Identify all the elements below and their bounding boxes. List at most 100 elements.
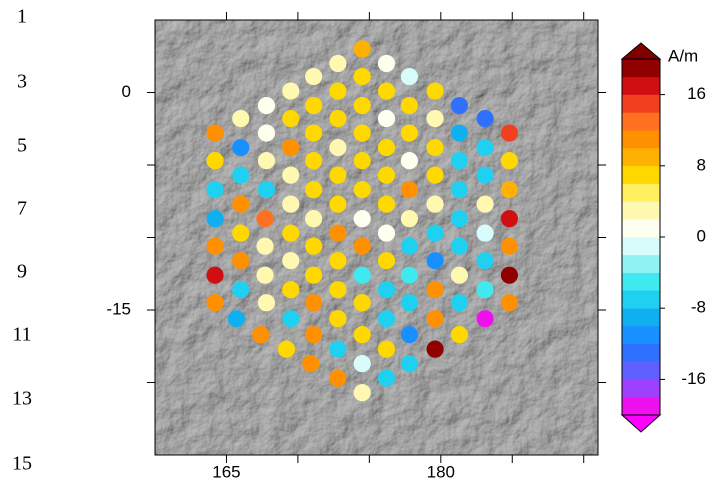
magnetization-point	[354, 294, 371, 311]
magnetization-point	[401, 267, 418, 284]
magnetization-point	[206, 125, 223, 142]
magnetization-point	[501, 152, 518, 169]
magnetization-point	[501, 238, 518, 255]
colorbar-tick-label: 8	[697, 155, 706, 174]
magnetization-point	[426, 341, 443, 358]
magnetization-point	[252, 326, 269, 343]
magnetization-point	[451, 294, 468, 311]
magnetization-point	[401, 68, 418, 85]
line-number: 13	[12, 388, 32, 410]
colorbar-under	[622, 415, 660, 432]
magnetization-point	[354, 267, 371, 284]
colorbar-band	[622, 397, 660, 415]
magnetization-point	[401, 152, 418, 169]
magnetization-point	[378, 110, 395, 127]
magnetization-point	[378, 281, 395, 298]
colorbar-band	[622, 112, 660, 130]
magnetization-point	[282, 281, 299, 298]
line-number: 5	[17, 135, 27, 157]
magnetization-point	[305, 97, 322, 114]
magnetization-point	[401, 238, 418, 255]
magnetization-point	[354, 40, 371, 57]
magnetization-point	[256, 267, 273, 284]
colorbar-band	[622, 130, 660, 148]
magnetization-point	[206, 294, 223, 311]
magnetization-point	[206, 238, 223, 255]
magnetization-point	[232, 110, 249, 127]
magnetization-point	[329, 225, 346, 242]
magnetization-point	[401, 210, 418, 227]
magnetization-point	[477, 110, 494, 127]
magnetization-point	[378, 370, 395, 387]
colorbar-band	[622, 219, 660, 237]
magnetization-point	[451, 238, 468, 255]
magnetization-point	[354, 210, 371, 227]
line-number: 11	[12, 324, 31, 346]
magnetization-point	[305, 152, 322, 169]
magnetization-point	[354, 355, 371, 372]
colorbar-band	[622, 237, 660, 255]
magnetization-point	[329, 196, 346, 213]
magnetization-point	[451, 267, 468, 284]
magnetization-point	[378, 82, 395, 99]
magnetization-point	[305, 267, 322, 284]
magnetization-point	[477, 167, 494, 184]
magnetization-point	[451, 326, 468, 343]
magnetization-point	[354, 326, 371, 343]
magnetization-point	[426, 82, 443, 99]
magnetization-point	[451, 97, 468, 114]
magnetization-point	[501, 181, 518, 198]
magnetization-point	[232, 252, 249, 269]
magnetization-point	[378, 252, 395, 269]
magnetization-point	[426, 252, 443, 269]
magnetization-point	[282, 139, 299, 156]
magnetization-point	[477, 252, 494, 269]
magnetization-point	[378, 139, 395, 156]
magnetization-point	[329, 310, 346, 327]
magnetization-point	[256, 210, 273, 227]
magnetization-point	[354, 238, 371, 255]
magnetization-point	[354, 384, 371, 401]
magnetization-point	[451, 125, 468, 142]
colorbar-band	[622, 379, 660, 397]
colorbar-band	[622, 255, 660, 273]
magnetization-point	[354, 125, 371, 142]
magnetization-point	[256, 238, 273, 255]
magnetization-point	[206, 152, 223, 169]
magnetization-point	[401, 97, 418, 114]
magnetization-point	[258, 125, 275, 142]
colorbar-tick-label: 16	[687, 84, 706, 103]
colorbar-tick-label: -16	[681, 369, 706, 388]
magnetization-point	[354, 68, 371, 85]
magnetization-point	[305, 294, 322, 311]
magnetization-point	[477, 139, 494, 156]
magnetization-point	[305, 181, 322, 198]
magnetization-point	[282, 167, 299, 184]
magnetization-point	[501, 210, 518, 227]
colorbar-tick-label: 0	[697, 226, 706, 245]
magnetization-point	[477, 310, 494, 327]
magnetization-point	[378, 55, 395, 72]
colorbar-band	[622, 95, 660, 113]
colorbar-tick-label: -8	[691, 298, 706, 317]
magnetization-point	[282, 225, 299, 242]
magnetization-point	[278, 341, 295, 358]
magnetization-point	[477, 281, 494, 298]
magnetization-point	[228, 310, 245, 327]
magnetization-point	[206, 181, 223, 198]
magnetization-point	[305, 68, 322, 85]
magnetization-point	[378, 341, 395, 358]
magnetization-point	[329, 341, 346, 358]
line-number: 1	[17, 6, 27, 28]
magnetization-point	[401, 326, 418, 343]
line-number: 15	[12, 453, 32, 475]
magnetization-point	[232, 281, 249, 298]
y-tick-label: -15	[106, 299, 131, 318]
magnetization-point	[282, 82, 299, 99]
colorbar-over	[622, 43, 660, 59]
magnetization-point	[401, 294, 418, 311]
magnetization-point	[354, 181, 371, 198]
x-tick-label: 180	[427, 462, 455, 481]
magnetization-point	[426, 225, 443, 242]
magnetization-point	[401, 355, 418, 372]
